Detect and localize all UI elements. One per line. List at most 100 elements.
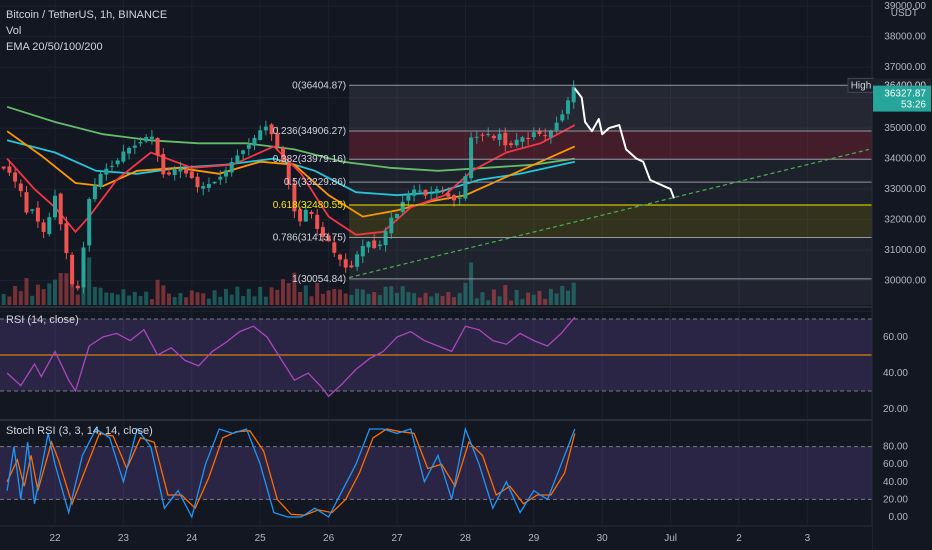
fib-level-label: 1(30054.84)	[292, 274, 346, 285]
volume-bar	[514, 289, 519, 305]
candle	[104, 168, 109, 175]
time-axis[interactable]: 22 23 24 25 26 27 28 29 30 Jul 2 3	[0, 525, 872, 550]
volume-bar	[395, 292, 399, 305]
candle	[81, 247, 86, 288]
drawings[interactable]	[348, 87, 870, 279]
candle	[377, 244, 382, 247]
candle	[560, 114, 565, 121]
volume-bar	[224, 288, 228, 305]
candles[interactable]	[1, 80, 576, 294]
time-tick-label: 26	[323, 533, 335, 544]
volume-bar	[463, 282, 468, 305]
candle	[195, 176, 200, 188]
volume-bar	[343, 293, 348, 305]
candle	[429, 193, 434, 195]
fib-level-label: 0.382(33979.16)	[273, 154, 346, 165]
candle	[53, 195, 57, 218]
volume-bar	[246, 288, 251, 305]
candle	[497, 133, 502, 140]
candle	[474, 136, 479, 138]
volume-bar	[218, 296, 223, 305]
chart-title: Bitcoin / TetherUS, 1h, BINANCE	[6, 9, 168, 21]
volume-bar	[252, 296, 257, 305]
volume-bar	[486, 300, 491, 305]
fib-level-label: 0.786(31413.75)	[273, 232, 346, 243]
volume-bar	[566, 290, 570, 305]
candle	[395, 213, 399, 219]
candle	[47, 217, 52, 235]
time-tick-label: 3	[805, 533, 811, 544]
fib-zone	[349, 278, 872, 305]
candle	[35, 207, 40, 222]
current-price-tag	[873, 85, 931, 112]
candle	[440, 191, 445, 193]
candle	[167, 172, 171, 175]
candle-countdown-text: 53:26	[901, 100, 926, 111]
volume-bar	[383, 286, 388, 305]
volume-legend: Vol	[6, 25, 22, 37]
candle	[417, 190, 422, 192]
candle	[452, 195, 456, 201]
candle	[400, 201, 405, 212]
candle	[138, 142, 143, 144]
candle	[531, 132, 536, 138]
candle	[275, 133, 280, 147]
candle	[526, 138, 531, 140]
volume-bar	[560, 285, 565, 305]
candle	[389, 217, 394, 234]
volume-bar	[178, 293, 183, 305]
volume-bar	[110, 292, 114, 305]
volume-bar	[332, 288, 337, 305]
stoch-rsi-pane	[0, 426, 872, 519]
price-axis[interactable]: 30000.00 31000.00 32000.00 33000.00 34000.00…	[847, 0, 932, 550]
volume-bar	[167, 293, 171, 305]
stoch-tick-label: 60.00	[883, 459, 908, 470]
volume-bar	[474, 298, 479, 305]
time-tick-label: 29	[528, 533, 540, 544]
stoch-tick-label: 20.00	[883, 494, 908, 505]
stoch-k-line	[6, 426, 576, 519]
candle	[121, 151, 126, 162]
time-tick-label: 27	[391, 533, 403, 544]
candle	[434, 189, 439, 193]
candle	[64, 223, 69, 254]
trendline	[348, 148, 870, 279]
volume-bar	[537, 290, 542, 305]
price-tick-label: 33000.00	[884, 184, 926, 195]
volume-bar	[155, 279, 160, 305]
time-tick-label: 24	[186, 533, 198, 544]
stoch-d-line	[6, 428, 576, 516]
current-price-text: 36327.87	[884, 89, 926, 100]
candle	[132, 145, 137, 148]
high-tag-text: High	[851, 80, 872, 91]
volume-bar	[520, 299, 525, 305]
volume-bar	[292, 272, 297, 305]
candle	[41, 222, 46, 232]
candle	[571, 86, 576, 103]
volume-bar	[7, 296, 12, 305]
volume-bar	[144, 291, 149, 305]
time-tick-label: 2	[736, 533, 742, 544]
candle	[469, 137, 474, 179]
volume-bar	[366, 293, 371, 305]
volume-bar	[47, 283, 52, 305]
candle	[172, 169, 177, 175]
time-tick-label: 23	[118, 533, 130, 544]
fib-zone	[349, 237, 872, 279]
fib-zone	[349, 159, 872, 183]
price-unit-label: USDT	[891, 8, 918, 19]
candle	[360, 245, 365, 257]
price-tick-label: 30000.00	[884, 276, 926, 287]
volume-bar	[355, 288, 360, 305]
candle	[246, 144, 251, 149]
volume-bar	[138, 295, 143, 305]
projection-drawing	[574, 87, 675, 199]
volume-bar	[115, 294, 120, 305]
candle	[286, 164, 291, 185]
candle	[218, 176, 223, 180]
fib-zones	[349, 85, 872, 305]
candle	[372, 240, 377, 249]
candle	[309, 211, 314, 215]
volume-bar	[241, 295, 246, 305]
